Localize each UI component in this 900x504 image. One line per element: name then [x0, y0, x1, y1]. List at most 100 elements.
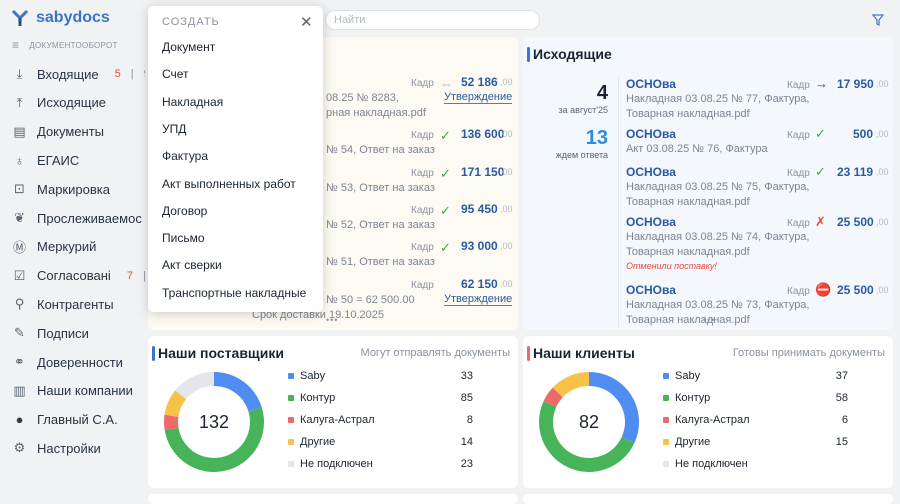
- sidebar-item[interactable]: ⚲ Контрагенты: [12, 293, 145, 315]
- create-menu-item[interactable]: Накладная: [162, 94, 224, 109]
- legend-item[interactable]: Не подключен: [663, 458, 848, 470]
- sent-count[interactable]: 4: [596, 82, 608, 104]
- create-menu-item[interactable]: Письмо: [162, 231, 205, 246]
- sidebar-item[interactable]: ● Главный С.А.: [12, 409, 145, 431]
- sidebar-item[interactable]: ♁ ЕГАИС: [12, 149, 145, 171]
- status-link[interactable]: Утверждение: [444, 91, 513, 104]
- check-icon: ⇔: [440, 76, 453, 91]
- donut-slice[interactable]: [539, 401, 635, 472]
- document-desc[interactable]: № 53, Ответ на заказ: [326, 182, 435, 194]
- status-icon: ✓: [815, 164, 826, 179]
- sidebar-item[interactable]: ▤ Документы: [12, 121, 145, 143]
- sidebar-item-label: Подписи: [37, 325, 89, 341]
- legend-item[interactable]: Saby 37: [663, 370, 848, 382]
- document-desc[interactable]: Накладная 03.08.25 № 75, Фактура,: [626, 181, 810, 193]
- amount[interactable]: 171 150: [461, 165, 505, 179]
- create-menu-item[interactable]: Договор: [162, 203, 208, 218]
- amount[interactable]: 25 500: [837, 215, 874, 229]
- legend-item[interactable]: Контур 58: [663, 392, 848, 404]
- donut-slice[interactable]: [164, 414, 179, 431]
- sidebar-item[interactable]: ⤓ Входящие 5 | 95: [12, 63, 145, 85]
- sidebar-item[interactable]: ⚙ Настройки: [12, 437, 145, 459]
- awaiting-count[interactable]: 13: [585, 127, 608, 149]
- sidebar-item[interactable]: ✎ Подписи: [12, 322, 145, 344]
- amount[interactable]: 136 600: [461, 127, 505, 141]
- document-desc-2: Срок доставки 19.10.2025: [252, 309, 385, 321]
- create-menu-item[interactable]: Документ: [162, 40, 216, 54]
- document-desc[interactable]: № 50 = 62 500.00: [326, 294, 415, 306]
- legend-item[interactable]: Калуга-Астрал 6: [663, 414, 848, 426]
- org-name[interactable]: ОСНОва: [626, 127, 676, 141]
- donut-slice[interactable]: [164, 407, 264, 473]
- amount[interactable]: 25 500: [837, 283, 874, 297]
- document-desc[interactable]: Накладная 03.08.25 № 77, Фактура,: [626, 93, 810, 105]
- amount[interactable]: 500: [853, 127, 874, 141]
- sidebar-item[interactable]: ⚭ Доверенности: [12, 351, 145, 373]
- sidebar-item[interactable]: ⊡ Маркировка: [12, 178, 145, 200]
- document-desc[interactable]: Накладная 03.08.25 № 73, Фактура,: [626, 299, 810, 311]
- close-icon[interactable]: ✕: [300, 14, 313, 31]
- donut-slice[interactable]: [589, 372, 639, 443]
- document-desc-2: Товарная накладная.pdf: [626, 196, 750, 208]
- document-desc[interactable]: № 51, Ответ на заказ: [326, 256, 435, 268]
- amount[interactable]: 52 186: [461, 75, 498, 89]
- sidebar-item[interactable]: ▥ Наши компании: [12, 380, 145, 402]
- donut-slice[interactable]: [214, 372, 262, 412]
- sidebar-item[interactable]: Ⓜ Меркурий: [12, 236, 145, 258]
- org-name[interactable]: ОСНОва: [626, 283, 676, 297]
- app-logo[interactable]: sabydocs: [12, 9, 110, 27]
- more-dots[interactable]: •••: [703, 315, 716, 325]
- legend-value: 15: [835, 436, 848, 448]
- donut-slice[interactable]: [175, 372, 214, 400]
- hamburger-icon[interactable]: ≡: [12, 38, 20, 52]
- sidebar-item-label: Доверенности: [37, 354, 123, 370]
- amount[interactable]: 17 950: [837, 77, 874, 91]
- org-name[interactable]: ОСНОва: [626, 165, 676, 179]
- outgoing-title[interactable]: Исходящие: [527, 46, 612, 62]
- filter-icon[interactable]: [872, 14, 884, 26]
- clients-donut[interactable]: [531, 364, 647, 480]
- donut-slice[interactable]: [552, 372, 589, 398]
- sidebar-item[interactable]: ⤒ Исходящие: [12, 92, 145, 114]
- legend-item[interactable]: Контур 85: [288, 392, 473, 404]
- suppliers-total: 132: [198, 412, 230, 432]
- create-menu-item[interactable]: Акт выполненных работ: [162, 176, 296, 191]
- donut-slice[interactable]: [164, 390, 187, 417]
- amount-cents: ,00: [500, 241, 513, 251]
- sidebar-item[interactable]: ❦ Прослеживаемос: [12, 207, 145, 229]
- document-desc[interactable]: № 54, Ответ на заказ: [326, 144, 435, 156]
- org-name[interactable]: ОСНОва: [626, 77, 676, 91]
- legend-item[interactable]: Другие 14: [288, 436, 473, 448]
- suppliers-title[interactable]: Наши поставщики: [152, 345, 284, 361]
- create-menu-item[interactable]: Фактура: [162, 149, 209, 164]
- search-input[interactable]: Найти: [325, 10, 540, 30]
- create-menu-item[interactable]: УПД: [162, 121, 187, 136]
- legend-label: Другие: [675, 436, 711, 448]
- amount[interactable]: 23 119: [837, 165, 874, 179]
- status-link[interactable]: Утверждение: [444, 293, 513, 306]
- amount[interactable]: 95 450: [461, 202, 498, 216]
- document-desc[interactable]: № 52, Ответ на заказ: [326, 219, 435, 231]
- document-desc[interactable]: Акт 03.08.25 № 76, Фактура: [626, 143, 768, 155]
- document-desc[interactable]: 08.25 № 8283,: [326, 92, 399, 104]
- donut-slice[interactable]: [543, 387, 563, 407]
- create-menu-item[interactable]: Акт сверки: [162, 258, 222, 273]
- kadr-label: Кадр: [411, 205, 434, 216]
- more-dots[interactable]: •••: [326, 315, 339, 325]
- amount[interactable]: 93 000: [461, 239, 498, 253]
- amount[interactable]: 62 150: [461, 277, 498, 291]
- suppliers-donut[interactable]: [156, 364, 272, 480]
- suppliers-card: Наши поставщики Могут отправлять докумен…: [148, 336, 518, 488]
- org-name[interactable]: ОСНОва: [626, 215, 676, 229]
- create-menu-item[interactable]: Транспортные накладные: [162, 285, 307, 300]
- inbox-icon: ⤓: [16, 66, 23, 81]
- kadr-label: Кадр: [787, 130, 810, 141]
- clients-title[interactable]: Наши клиенты: [527, 345, 635, 361]
- document-desc[interactable]: Накладная 03.08.25 № 74, Фактура,: [626, 231, 810, 243]
- legend-item[interactable]: Калуга-Астрал 8: [288, 414, 473, 426]
- legend-item[interactable]: Не подключен 23: [288, 458, 473, 470]
- legend-item[interactable]: Другие 15: [663, 436, 848, 448]
- legend-item[interactable]: Saby 33: [288, 370, 473, 382]
- create-menu-item[interactable]: Счет: [162, 67, 189, 82]
